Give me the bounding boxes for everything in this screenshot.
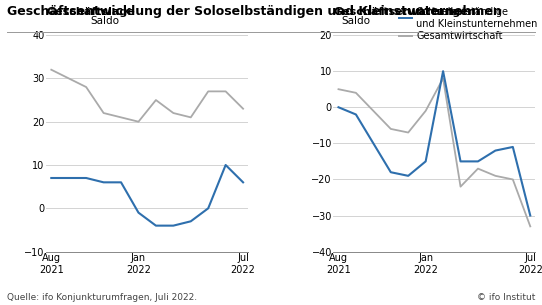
Text: Quelle: ifo Konjunkturumfragen, Juli 2022.: Quelle: ifo Konjunkturumfragen, Juli 202… (7, 293, 197, 302)
Text: Geschäftsentwicklung der Soloselbständigen und Kleinstunternehmen: Geschäftsentwicklung der Soloselbständig… (7, 5, 501, 18)
Text: Saldo: Saldo (341, 16, 370, 27)
Text: Geschäftslage: Geschäftslage (46, 7, 135, 17)
Text: © ifo Institut: © ifo Institut (477, 293, 535, 302)
Text: Geschäftserwartungen: Geschäftserwartungen (333, 7, 476, 17)
Legend: Soloselbstständige
und Kleinstunternehmen, Gesamtwirtschaft: Soloselbstständige und Kleinstunternehme… (399, 7, 538, 41)
Text: Saldo: Saldo (91, 16, 120, 27)
